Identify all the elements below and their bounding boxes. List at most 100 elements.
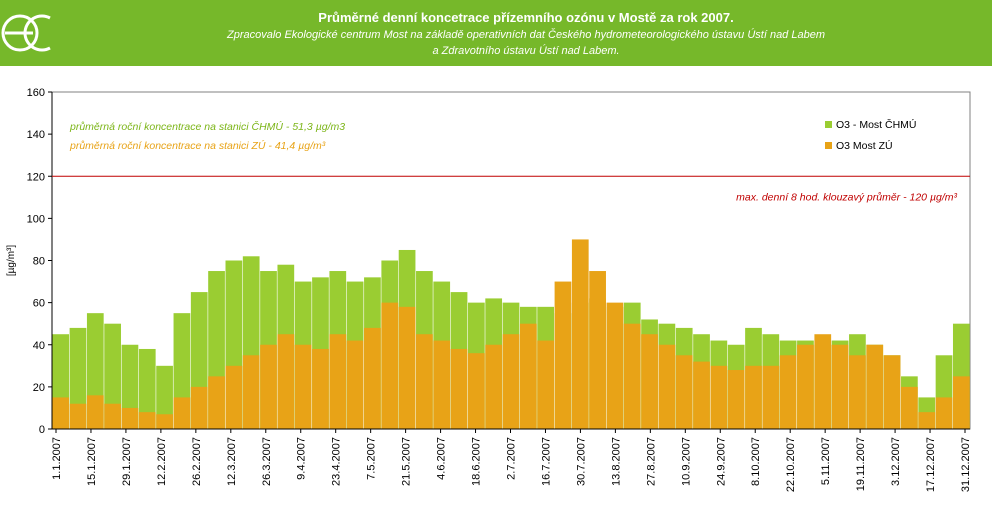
bar-zu [104,403,121,429]
annual-average-note: průměrná roční koncentrace na stanici ZÚ… [69,139,326,152]
bar-zu [693,361,710,429]
bar-zu [762,365,780,429]
x-tick-label: 18.6.2007 [471,437,483,486]
bar-zu [658,344,676,429]
bar-zu [433,340,451,429]
x-tick-label: 2.7.2007 [506,437,518,480]
x-tick-label: 19.11.2007 [855,437,867,491]
y-tick-label: 120 [27,171,45,183]
y-tick-label: 100 [27,213,45,225]
bar-zu [381,302,399,429]
bar-zu [866,344,884,429]
y-tick-label: 60 [33,298,45,310]
bar-zu [69,403,87,429]
x-tick-label: 15.1.2007 [86,437,98,486]
header-banner: Průměrné denní koncetrace přízemního ozó… [0,0,992,66]
x-tick-label: 12.2.2007 [156,437,168,486]
x-tick-label: 21.5.2007 [401,437,413,486]
bar-zu [398,306,416,429]
bar-zu [156,414,173,429]
bar-zu [346,340,364,429]
bar-chmu [104,323,121,429]
legend-swatch [825,121,832,128]
bar-chmu [138,348,156,429]
x-tick-label: 8.10.2007 [750,437,762,486]
legend-label: O3 Most ZÚ [836,139,893,152]
bar-zu [329,334,347,429]
bar-zu [831,344,849,429]
bar-zu [173,397,191,429]
bar-zu [52,397,70,429]
y-tick-label: 0 [39,424,45,436]
bar-zu [710,365,728,429]
bar-zu [312,348,329,429]
x-tick-label: 29.1.2007 [121,437,133,486]
bar-zu [294,344,312,429]
bar-zu [727,370,745,429]
x-tick-label: 26.3.2007 [261,437,273,486]
x-tick-label: 5.11.2007 [820,437,832,485]
bar-zu [260,344,277,429]
bar-zu [450,348,468,429]
bar-zu [537,340,555,429]
bar-zu [779,355,797,429]
x-tick-label: 12.3.2007 [226,437,238,486]
x-tick-label: 24.9.2007 [715,437,727,486]
bar-zu [554,281,572,429]
x-tick-label: 31.12.2007 [960,437,972,492]
x-tick-label: 27.8.2007 [645,437,657,486]
bar-zu [675,355,693,429]
bar-zu [814,334,832,429]
bar-zu [277,334,295,429]
x-tick-label: 9.4.2007 [296,437,308,480]
x-tick-label: 30.7.2007 [575,437,587,486]
y-tick-label: 140 [27,129,45,141]
legend-label: O3 - Most ČHMÚ [836,118,917,131]
bar-chmu [156,365,173,429]
y-tick-label: 160 [27,87,45,99]
x-tick-label: 22.10.2007 [785,437,797,492]
bar-zu [641,334,658,429]
bar-zu [745,365,762,429]
bar-zu [485,344,503,429]
x-tick-label: 3.12.2007 [890,437,902,486]
bar-zu [502,334,520,429]
bar-zu [571,239,589,429]
y-axis-label: [µg/m³] [6,245,17,277]
bar-zu [121,407,139,429]
x-tick-label: 16.7.2007 [540,437,552,486]
bar-zu [138,412,156,429]
bar-zu [883,355,901,429]
bar-zu [952,376,970,429]
bar-zu [225,365,243,429]
bar-zu [519,323,537,429]
bar-zu [589,271,606,429]
x-tick-label: 7.5.2007 [366,437,378,480]
bar-zu [467,353,485,429]
bar-zu [364,327,381,429]
annual-average-note: průměrná roční koncentrace na stanici ČH… [69,120,345,133]
bar-zu [190,386,208,429]
chart-title: Průměrné denní koncetrace přízemního ozó… [318,10,734,25]
bar-zu [849,355,866,429]
bar-zu [797,344,814,429]
x-tick-label: 26.2.2007 [191,437,203,486]
bar-zu [208,376,225,429]
ec-leaf-logo-icon [0,4,60,62]
y-tick-label: 80 [33,256,45,268]
bar-zu [242,355,260,429]
bar-zu [606,302,624,429]
bar-zu [416,334,433,429]
y-tick-label: 40 [33,340,45,352]
bar-zu [918,412,936,429]
y-tick-label: 20 [33,382,45,394]
ozone-chart: 0 20 40 60 80 100 120 140 160 [µg/m³] 1.1.2007 15.… [6,87,972,492]
chart-subtitle-line-1: Zpracovalo Ekologické centrum Most na zá… [227,29,825,41]
bar-zu [86,395,104,429]
bar-zu [623,323,641,429]
bar-zu [901,386,918,429]
x-tick-label: 4.6.2007 [436,437,448,480]
bar-zu [935,397,953,429]
x-tick-label: 10.9.2007 [680,437,692,486]
x-tick-label: 13.8.2007 [610,437,622,486]
